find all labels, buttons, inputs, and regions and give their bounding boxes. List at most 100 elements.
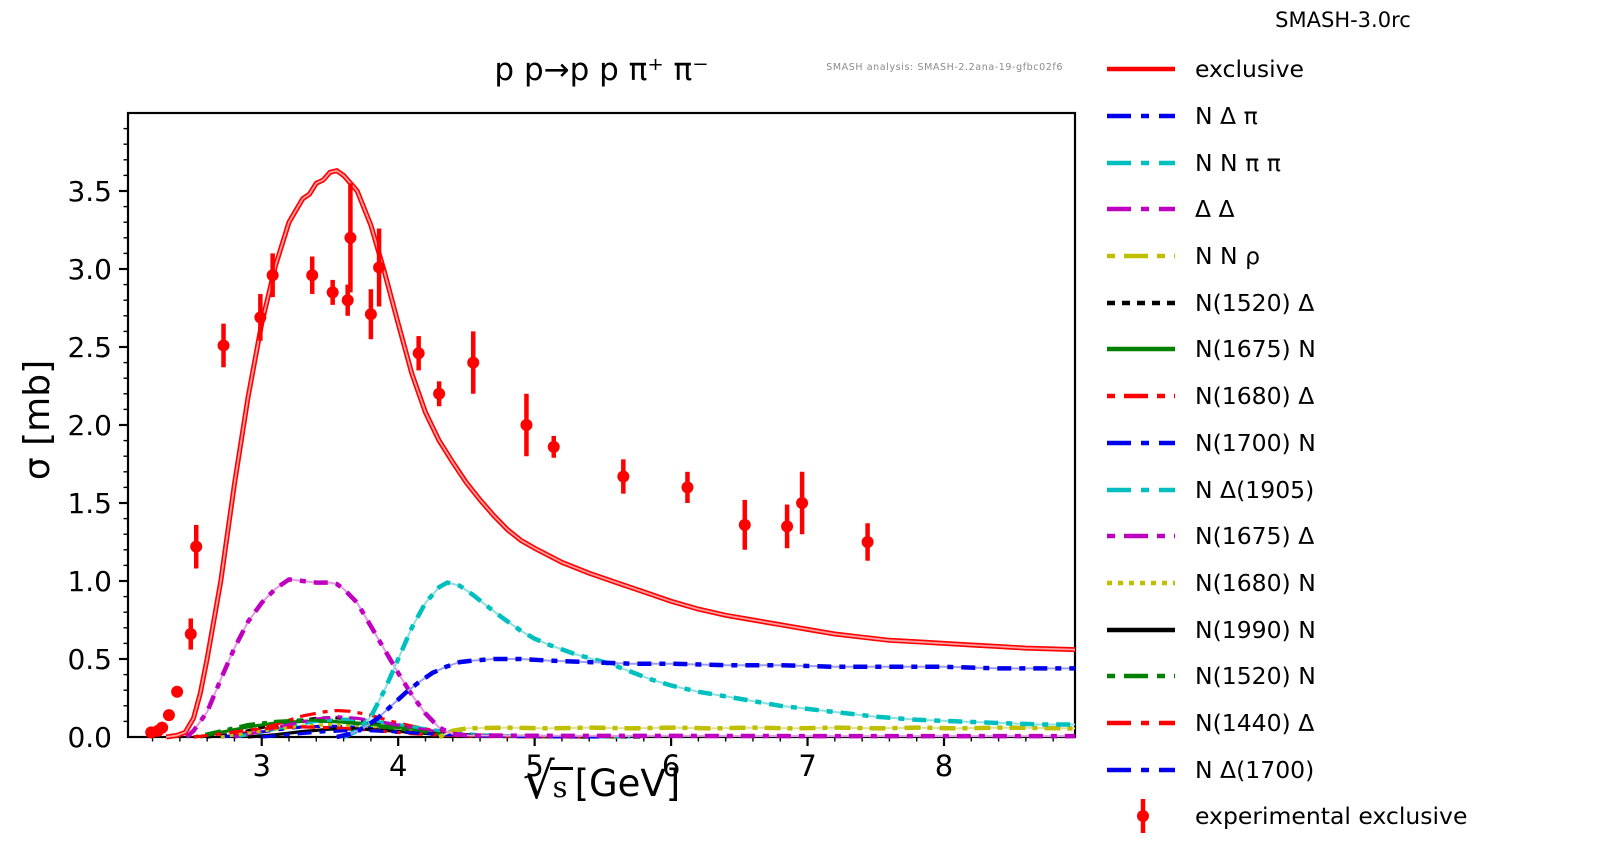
curve-n-1700 — [261, 729, 603, 739]
data-point — [344, 231, 357, 244]
legend-sample-n-1680 — [1107, 393, 1175, 399]
chart-title: p p→p p π⁺ π⁻ — [494, 52, 709, 88]
data-point — [681, 481, 694, 494]
sqrt-radical-glyph: √ — [522, 752, 555, 810]
legend-item-n-n: N N π π — [1093, 139, 1598, 186]
legend-item-n-1680: N(1680) Δ — [1093, 373, 1598, 420]
data-point — [373, 261, 386, 274]
experimental-points — [145, 183, 874, 739]
curve-n-1520-n — [193, 718, 590, 739]
y-tick-label: 0.0 — [67, 721, 112, 754]
legend-item-n-1520-n: N(1520) N — [1093, 653, 1598, 700]
data-point — [467, 356, 480, 369]
legend-title: SMASH-3.0rc — [1275, 8, 1411, 32]
legend-label: N Δ(1700) — [1195, 755, 1315, 784]
legend-label: experimental exclusive — [1195, 802, 1468, 831]
data-point — [306, 269, 319, 282]
legend-sample-experimental-exclusive — [1137, 799, 1149, 834]
legend-sample-n-1675 — [1107, 533, 1175, 539]
legend-label: N(1675) Δ — [1195, 522, 1315, 551]
data-point — [156, 721, 169, 734]
legend-sample- — [1107, 207, 1175, 212]
legend-label: N(1680) Δ — [1195, 382, 1315, 411]
legend-label: N N π π — [1195, 148, 1281, 177]
legend-label: N(1680) N — [1195, 568, 1316, 597]
data-point — [433, 387, 446, 400]
legend-sample-n-1680-n — [1107, 580, 1175, 586]
legend-sample-n-n — [1107, 160, 1175, 165]
legend-item-exclusive: exclusive — [1093, 46, 1598, 93]
x-axis-label: √ s [GeV] — [128, 756, 1075, 807]
data-point — [781, 520, 794, 533]
legend-item-n-1680-n: N(1680) N — [1093, 560, 1598, 607]
data-point — [341, 294, 354, 307]
legend-sample-n-n — [1107, 253, 1175, 259]
data-point — [520, 419, 533, 431]
legend-item-n-1520: N(1520) Δ — [1093, 279, 1598, 326]
curve-n — [336, 656, 1075, 740]
x-tick-label: 8 — [935, 749, 953, 783]
x-tick-label: 3 — [252, 749, 270, 783]
curve-n-1675 — [234, 715, 576, 739]
y-tick-labels: 0.0 0.5 1.0 1.5 2.0 2.5 3.0 3.5 — [67, 175, 112, 754]
legend-label: N N ρ — [1195, 242, 1261, 271]
x-tick-label: 7 — [798, 749, 816, 783]
y-tick-label: 3.0 — [67, 253, 112, 286]
data-point — [162, 709, 175, 722]
data-point — [217, 339, 230, 352]
sqrt-s-glyph: s — [549, 767, 573, 802]
x-tick-label: 5 — [525, 749, 543, 783]
legend-sample-n-1520-n — [1107, 674, 1175, 679]
legend-sample-n-1440 — [1107, 720, 1175, 726]
x-tick-label: 4 — [389, 749, 407, 783]
legend-sample-n — [1107, 113, 1175, 119]
legend-item-n-1675-n: N(1675) N — [1093, 326, 1598, 373]
x-tick-label: 6 — [662, 749, 680, 783]
legend-label: N(1520) N — [1195, 662, 1316, 691]
legend-label: N(1990) N — [1195, 615, 1316, 644]
legend-item-experimental-exclusive: experimental exclusive — [1093, 793, 1598, 840]
legend-label: Δ Δ — [1195, 195, 1235, 224]
legend-sample-n-1905 — [1107, 487, 1175, 492]
legend-sample-n-1700 — [1107, 767, 1175, 772]
data-point — [547, 440, 560, 453]
data-point — [412, 347, 425, 360]
data-point — [861, 536, 874, 548]
data-point — [364, 308, 377, 321]
curve-n-n — [438, 725, 1075, 740]
legend-label: N(1675) N — [1195, 335, 1316, 364]
curve- — [185, 577, 1075, 739]
legend-label: exclusive — [1195, 55, 1305, 84]
legend-label: N(1700) N — [1195, 428, 1316, 457]
legend-item-n-1990-n: N(1990) N — [1093, 606, 1598, 653]
legend-item-n-1675: N(1675) Δ — [1093, 513, 1598, 560]
legend-item-n-1440: N(1440) Δ — [1093, 700, 1598, 747]
data-point — [738, 518, 751, 531]
axis-ticks — [119, 127, 1054, 746]
y-tick-label: 2.0 — [67, 409, 112, 442]
data-point — [254, 311, 267, 324]
legend-item-n-1905: N Δ(1905) — [1093, 466, 1598, 513]
y-tick-label: 0.5 — [67, 643, 112, 676]
legend: exclusive N Δ π N N π π Δ Δ N N ρ N(1520) Δ N(… — [1093, 46, 1598, 840]
data-point — [190, 540, 203, 553]
legend-label: N(1440) Δ — [1195, 708, 1315, 737]
y-tick-label: 1.5 — [67, 487, 112, 520]
legend-sample-n-1700-n — [1107, 440, 1175, 446]
curve-n-n — [342, 580, 1075, 740]
legend-item-n-1700-n: N(1700) N — [1093, 420, 1598, 467]
data-point — [184, 628, 197, 641]
x-tick-labels: 3 4 5 6 7 8 — [252, 749, 953, 783]
legend-item-n-1700: N Δ(1700) — [1093, 746, 1598, 793]
legend-item-n: N Δ π — [1093, 93, 1598, 140]
legend-sample-n-1990-n — [1107, 627, 1175, 632]
data-point — [326, 286, 339, 299]
data-point — [617, 470, 630, 483]
y-tick-label: 1.0 — [67, 565, 112, 598]
data-point — [796, 497, 809, 509]
legend-item-n-n: N N ρ — [1093, 233, 1598, 280]
analysis-watermark: SMASH analysis: SMASH-2.2ana-19-gfbc02f6 — [826, 62, 1063, 73]
curves — [165, 168, 1075, 740]
